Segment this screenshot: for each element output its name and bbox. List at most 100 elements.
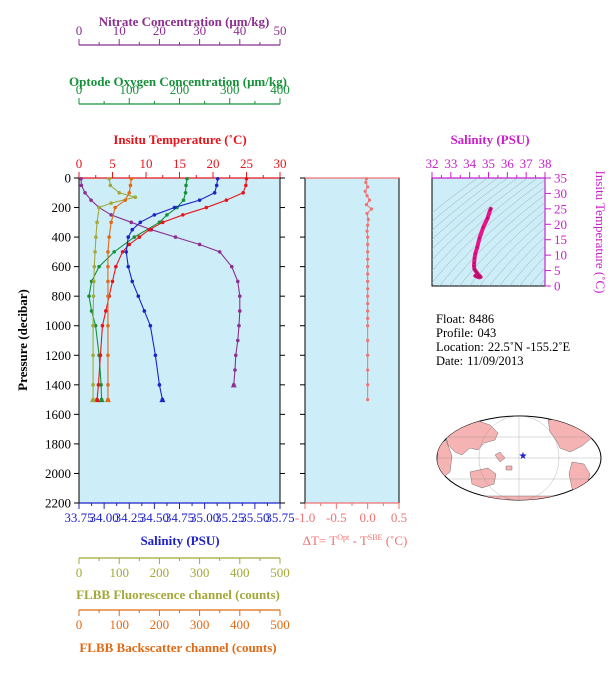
salinity-tick-label: 35.50 [240,510,269,525]
dt-point [366,279,370,284]
salinity-point [212,190,217,195]
backscatter-point [127,190,132,195]
dt-point [366,185,370,189]
pressure-tick-label: 2200 [45,496,71,511]
dt-tick-label: 0.0 [360,510,376,525]
temperature-point [120,250,125,254]
temperature-tick-label: 30 [274,156,287,171]
dt-point [366,338,370,343]
nitrate-point [217,250,222,254]
nitrate-point [238,309,242,313]
dt-point [365,229,369,233]
nitrate-point [197,242,202,247]
salinity-point [148,323,153,328]
isopycnal-line [509,245,545,286]
temperature-tick-label: 15 [173,156,186,171]
isopycnal-line [469,210,545,286]
ts-point [472,264,476,268]
location-label: Location: [436,340,484,354]
dt-point [366,217,370,221]
location-info: Location: 22.5˚N -155.2˚E [436,340,570,355]
pressure-tick-label: 1600 [45,407,71,422]
pressure-tick-label: 0 [65,171,72,186]
dt-point [366,353,370,357]
ts-temperature-tick-label: 10 [554,248,567,263]
backscatter-end-marker [104,396,111,403]
oxygen-point [132,235,137,239]
ts-salinity-axis-title: Salinity (PSU) [450,132,529,147]
oxygen-tick-label: 200 [170,82,190,97]
pressure-tick-label: 2000 [45,466,71,481]
temperature-point [127,242,132,247]
temperature-tick-label: 5 [109,156,116,171]
nitrate-point [238,294,242,298]
salinity-point [197,198,202,202]
ts_salinity-tick-label: 36 [501,156,515,171]
isopycnal-line [432,178,479,214]
backscatter-point [106,264,110,269]
pressure-tick-label: 1000 [45,318,71,333]
temperature-point [160,220,165,225]
dt-point [363,189,367,193]
ts_salinity-tick-label: 34 [463,156,477,171]
dt-point [367,198,372,202]
fluorescence-point [91,383,95,387]
backscatter-point [113,205,117,210]
nitrate-axis-title: Nitrate Concentration (μm/kg) [99,14,270,29]
oxygen-point [97,264,101,269]
backscatter-point [106,250,110,254]
salinity-tick-label: 34.00 [90,510,119,525]
temperature-tick-label: 0 [76,156,83,171]
temperature-point [137,235,142,239]
temperature-point [147,227,152,232]
backscatter-tick-label: 500 [270,617,290,632]
dt-point [369,207,374,211]
isopycnal-line [432,178,509,240]
salinity-point [136,294,141,298]
ts-temperature-axis-title: Insitu Temperature (˚C) [593,170,608,293]
fluorescence-tick-label: 100 [109,565,129,580]
dt-point [366,294,370,298]
ts-point [478,236,481,240]
ts-temperature-tick-label: 35 [554,171,567,186]
pressure-tick-label: 1800 [45,436,71,451]
salinity-point [126,264,131,269]
dt-point [366,324,370,328]
oxygen-point [165,213,169,217]
pressure-tick-label: 600 [52,259,72,274]
dt-axis-title: ΔT= TOpt - TSBE (˚C) [303,533,408,548]
salinity-point [157,383,162,387]
backscatter-tick-label: 200 [150,617,170,632]
nitrate-point [229,264,234,269]
dt-point [366,383,370,387]
salinity-tick-label: 35.25 [215,510,244,525]
dt-point [366,287,370,291]
oxygen-point [99,383,103,387]
pressure-axis-title: Pressure (decibar) [15,289,30,391]
fluorescence-point [109,201,113,205]
oxygen-point [185,176,189,181]
dt-point [366,272,370,276]
temperature-point [181,213,185,217]
dt-point [366,242,370,247]
fluorescence-profile-line [92,178,138,400]
fluorescence-point [91,294,96,298]
salinity-point [124,250,129,254]
date-value: 11/09/2013 [467,354,524,368]
oxygen-point [183,190,188,195]
isopycnal-line [529,266,545,286]
nitrate-tick-label: 20 [153,23,166,38]
dt-point [365,194,369,198]
temperature-point [224,198,229,202]
ts-point [482,226,485,229]
temperature-point [244,176,249,181]
pressure-tick-label: 1400 [45,377,71,392]
salinity-profile-line [125,178,219,400]
dt-tick-label: -1.0 [295,510,316,525]
float-info: Float: 8486 [436,312,494,327]
location-value: 22.5˚N -155.2˚E [487,340,571,354]
salinity-point [138,220,143,225]
dt-plot-area [304,177,400,504]
dt-title-suffix: (˚C) [382,533,407,548]
